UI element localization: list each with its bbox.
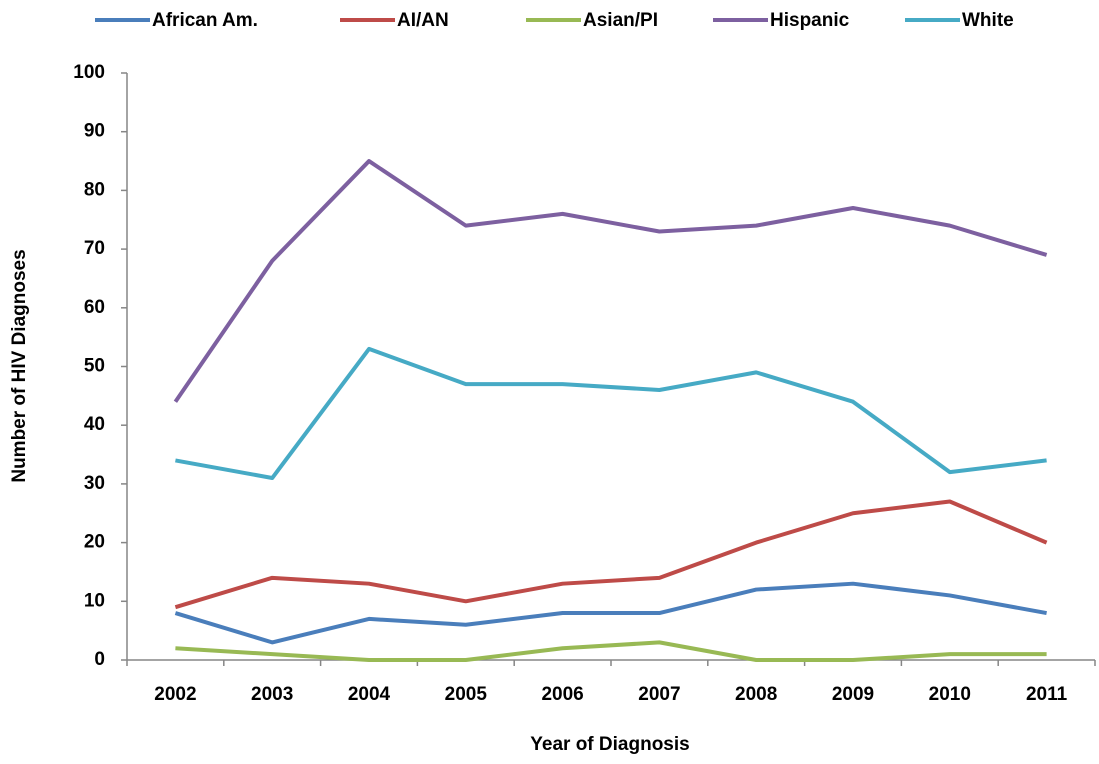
legend-label: Hispanic: [770, 10, 850, 31]
data-line: [175, 640, 1047, 662]
y-tick-label: 70: [84, 238, 105, 259]
y-tick-label: 60: [84, 297, 105, 318]
y-tick-label: 10: [84, 590, 105, 611]
x-tick-label: 2007: [638, 684, 680, 705]
x-tick-label: 2011: [1026, 684, 1068, 705]
legend-label: White: [962, 10, 1014, 31]
data-line: [174, 581, 1047, 645]
x-tick-label: 2005: [445, 684, 488, 705]
y-tick-label: 100: [73, 62, 105, 83]
legend-label: AI/AN: [397, 10, 449, 31]
x-tick-label: 2008: [735, 684, 777, 705]
legend-label: African Am.: [152, 10, 258, 31]
x-axis-title: Year of Diagnosis: [530, 734, 689, 755]
x-tick-label: 2002: [154, 684, 196, 705]
y-tick-label: 50: [84, 356, 105, 377]
y-tick-label: 0: [94, 649, 105, 670]
y-tick-label: 90: [84, 121, 105, 142]
x-tick-label: 2010: [929, 684, 971, 705]
data-line: [175, 346, 1047, 481]
x-tick-label: 2004: [348, 684, 391, 705]
y-tick-label: 30: [84, 473, 105, 494]
data-line: [174, 499, 1048, 610]
x-tick-label: 2006: [541, 684, 583, 705]
y-tick-label: 40: [84, 414, 105, 435]
y-tick-label: 20: [84, 532, 105, 553]
legend-label: Asian/PI: [583, 10, 658, 31]
x-tick-label: 2003: [251, 684, 293, 705]
x-tick-label: 2009: [832, 684, 874, 705]
y-axis-title: Number of HIV Diagnoses: [9, 249, 30, 482]
data-line: [173, 159, 1048, 403]
y-tick-label: 80: [84, 179, 105, 200]
